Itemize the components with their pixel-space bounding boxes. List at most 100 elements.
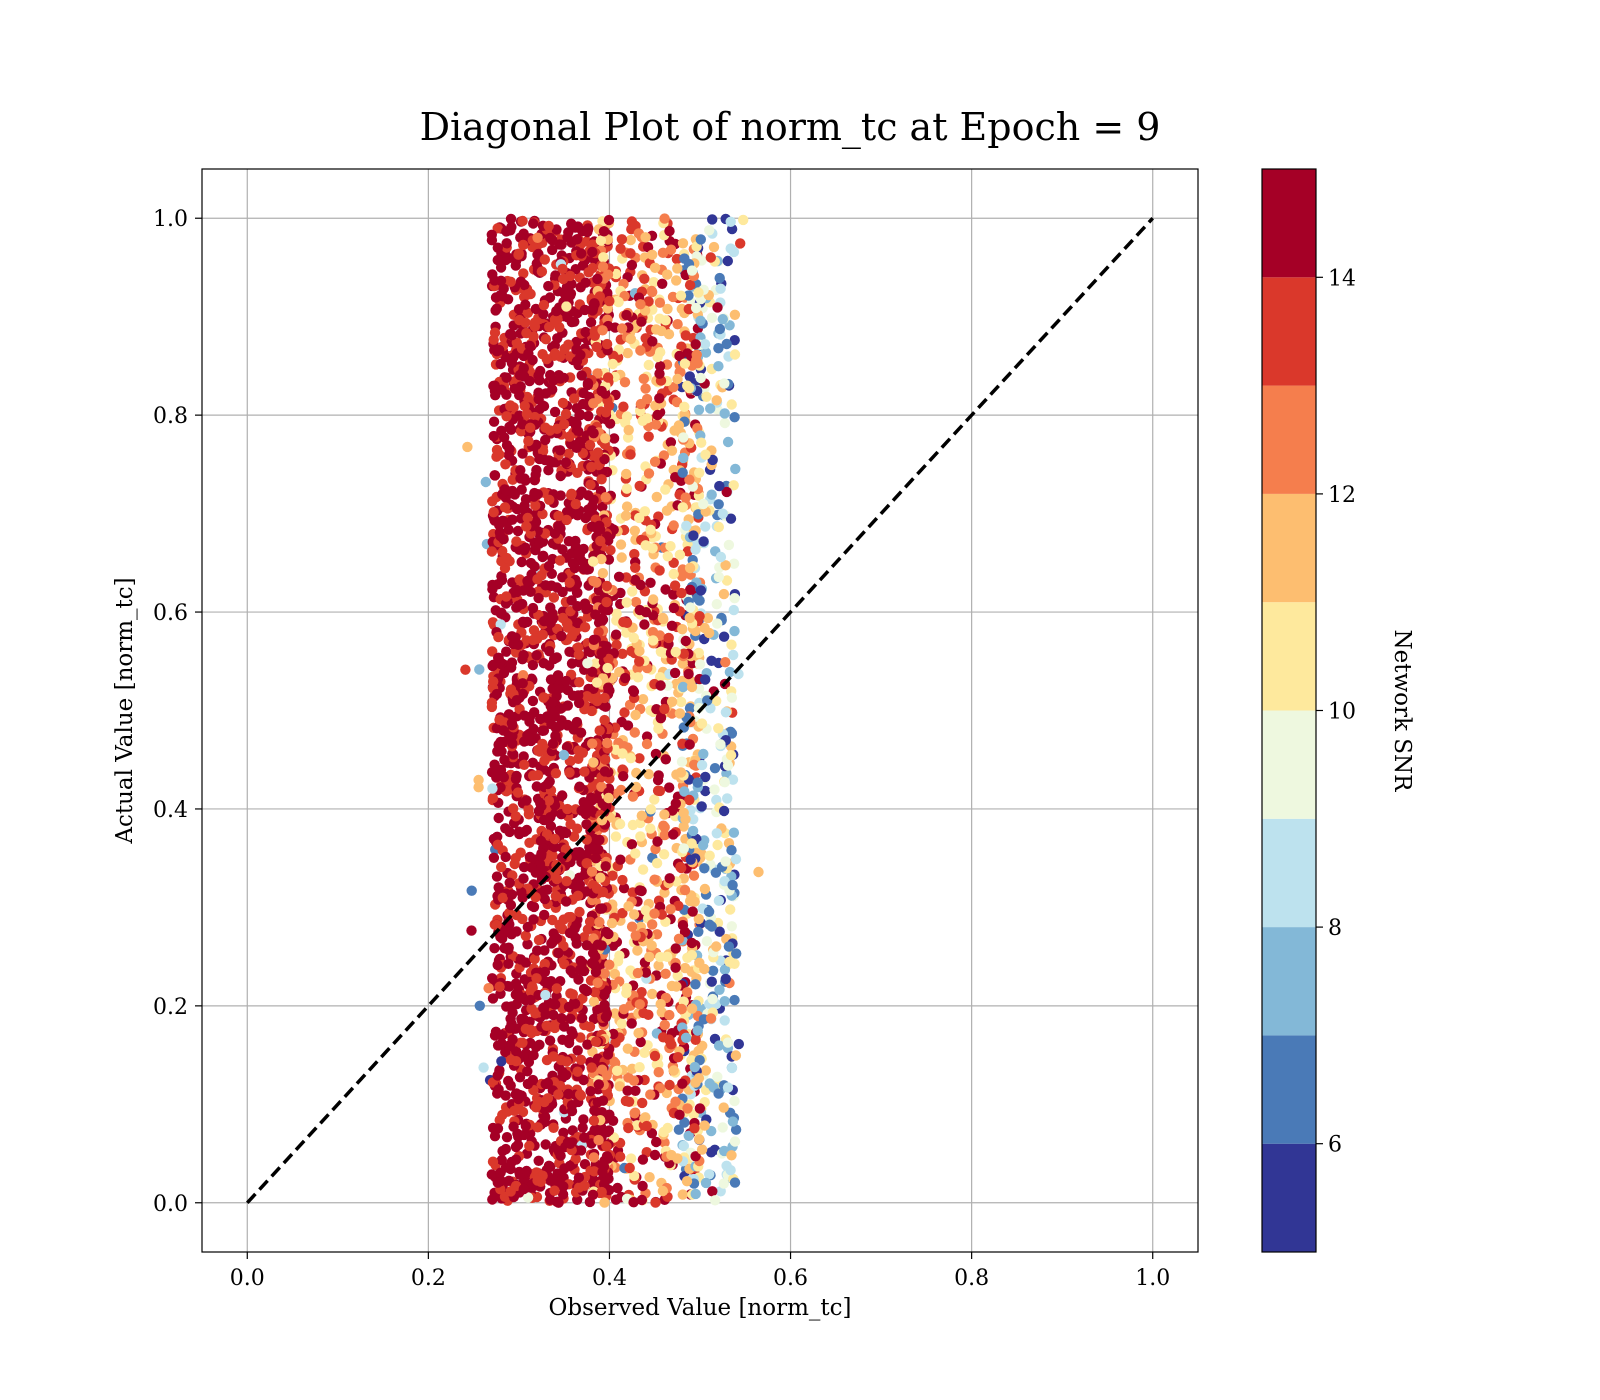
data-point [519, 736, 530, 747]
data-point [659, 213, 670, 224]
data-point [549, 833, 560, 845]
data-point [612, 1182, 623, 1194]
data-point [587, 843, 598, 855]
data-point [570, 498, 581, 510]
data-point [691, 355, 702, 366]
data-point [662, 1122, 673, 1134]
data-point [603, 792, 614, 804]
data-point [510, 853, 521, 864]
data-point [523, 803, 534, 815]
data-point [494, 449, 505, 460]
data-point [536, 266, 548, 277]
data-point [632, 945, 643, 956]
data-point [513, 826, 525, 837]
data-point [693, 404, 705, 415]
data-point [581, 603, 592, 615]
data-point [573, 649, 584, 660]
data-point [637, 1180, 648, 1192]
data-point [522, 512, 533, 524]
data-point [590, 1036, 602, 1047]
data-point [729, 349, 741, 360]
data-point [705, 403, 716, 414]
data-point [674, 708, 686, 719]
data-point [588, 428, 599, 439]
data-point [600, 861, 611, 872]
data-point [594, 916, 605, 928]
data-point [587, 246, 598, 258]
data-point [634, 999, 645, 1010]
data-point [657, 247, 669, 258]
data-point [659, 1137, 670, 1148]
data-point [519, 710, 530, 721]
data-point [677, 624, 688, 635]
data-point [675, 767, 687, 778]
data-point [596, 815, 608, 826]
data-point [714, 480, 725, 492]
data-point [501, 238, 512, 249]
data-point [637, 415, 648, 426]
data-point [554, 919, 565, 931]
data-point [655, 680, 666, 691]
data-point [493, 631, 504, 643]
data-point [539, 1096, 550, 1108]
data-point [680, 814, 691, 825]
data-point [527, 695, 539, 707]
data-point [524, 1140, 535, 1152]
data-point [576, 248, 587, 259]
data-point [566, 278, 577, 290]
data-point [618, 401, 629, 412]
data-point [649, 908, 660, 919]
data-point [520, 299, 531, 310]
data-point [557, 1034, 568, 1046]
data-point [699, 863, 710, 874]
data-point [531, 439, 542, 450]
data-point [544, 660, 555, 671]
data-point [489, 1131, 501, 1142]
data-point [608, 1028, 619, 1040]
data-point [672, 970, 683, 981]
data-point [677, 1078, 688, 1089]
data-point [723, 941, 735, 952]
data-point [516, 556, 527, 568]
data-point [525, 288, 536, 300]
data-point [714, 272, 725, 284]
data-point [717, 314, 728, 325]
data-point [521, 327, 532, 339]
data-point [707, 454, 718, 466]
data-point [626, 1018, 637, 1029]
data-point [558, 1127, 569, 1139]
data-point [553, 510, 564, 522]
data-point [662, 269, 673, 280]
data-point [487, 993, 499, 1004]
data-point [599, 766, 611, 777]
data-point [678, 432, 689, 443]
data-point [722, 1037, 734, 1048]
data-point [550, 270, 561, 281]
data-point [586, 461, 597, 473]
data-point [584, 439, 596, 451]
data-point [683, 668, 694, 680]
data-point [545, 232, 556, 244]
data-point [565, 1138, 576, 1150]
data-point [551, 983, 562, 994]
data-point [729, 1136, 741, 1147]
data-point [558, 1181, 569, 1192]
data-point [689, 1123, 700, 1134]
data-point [533, 394, 544, 405]
data-point [499, 563, 511, 574]
data-point [520, 317, 531, 328]
data-point [549, 1185, 560, 1196]
data-point [689, 759, 700, 770]
data-point [571, 716, 583, 728]
data-point [507, 1034, 518, 1045]
colorbar-tick-label: 12 [1328, 483, 1356, 508]
data-point [528, 1050, 539, 1061]
chart-title: Diagonal Plot of norm_tc at Epoch = 9 [420, 105, 1161, 150]
data-point [677, 920, 689, 931]
data-point [622, 347, 633, 359]
data-point [510, 1141, 522, 1153]
data-point [654, 393, 665, 404]
data-point [573, 690, 584, 701]
data-point [517, 215, 528, 227]
data-point [625, 1153, 637, 1164]
